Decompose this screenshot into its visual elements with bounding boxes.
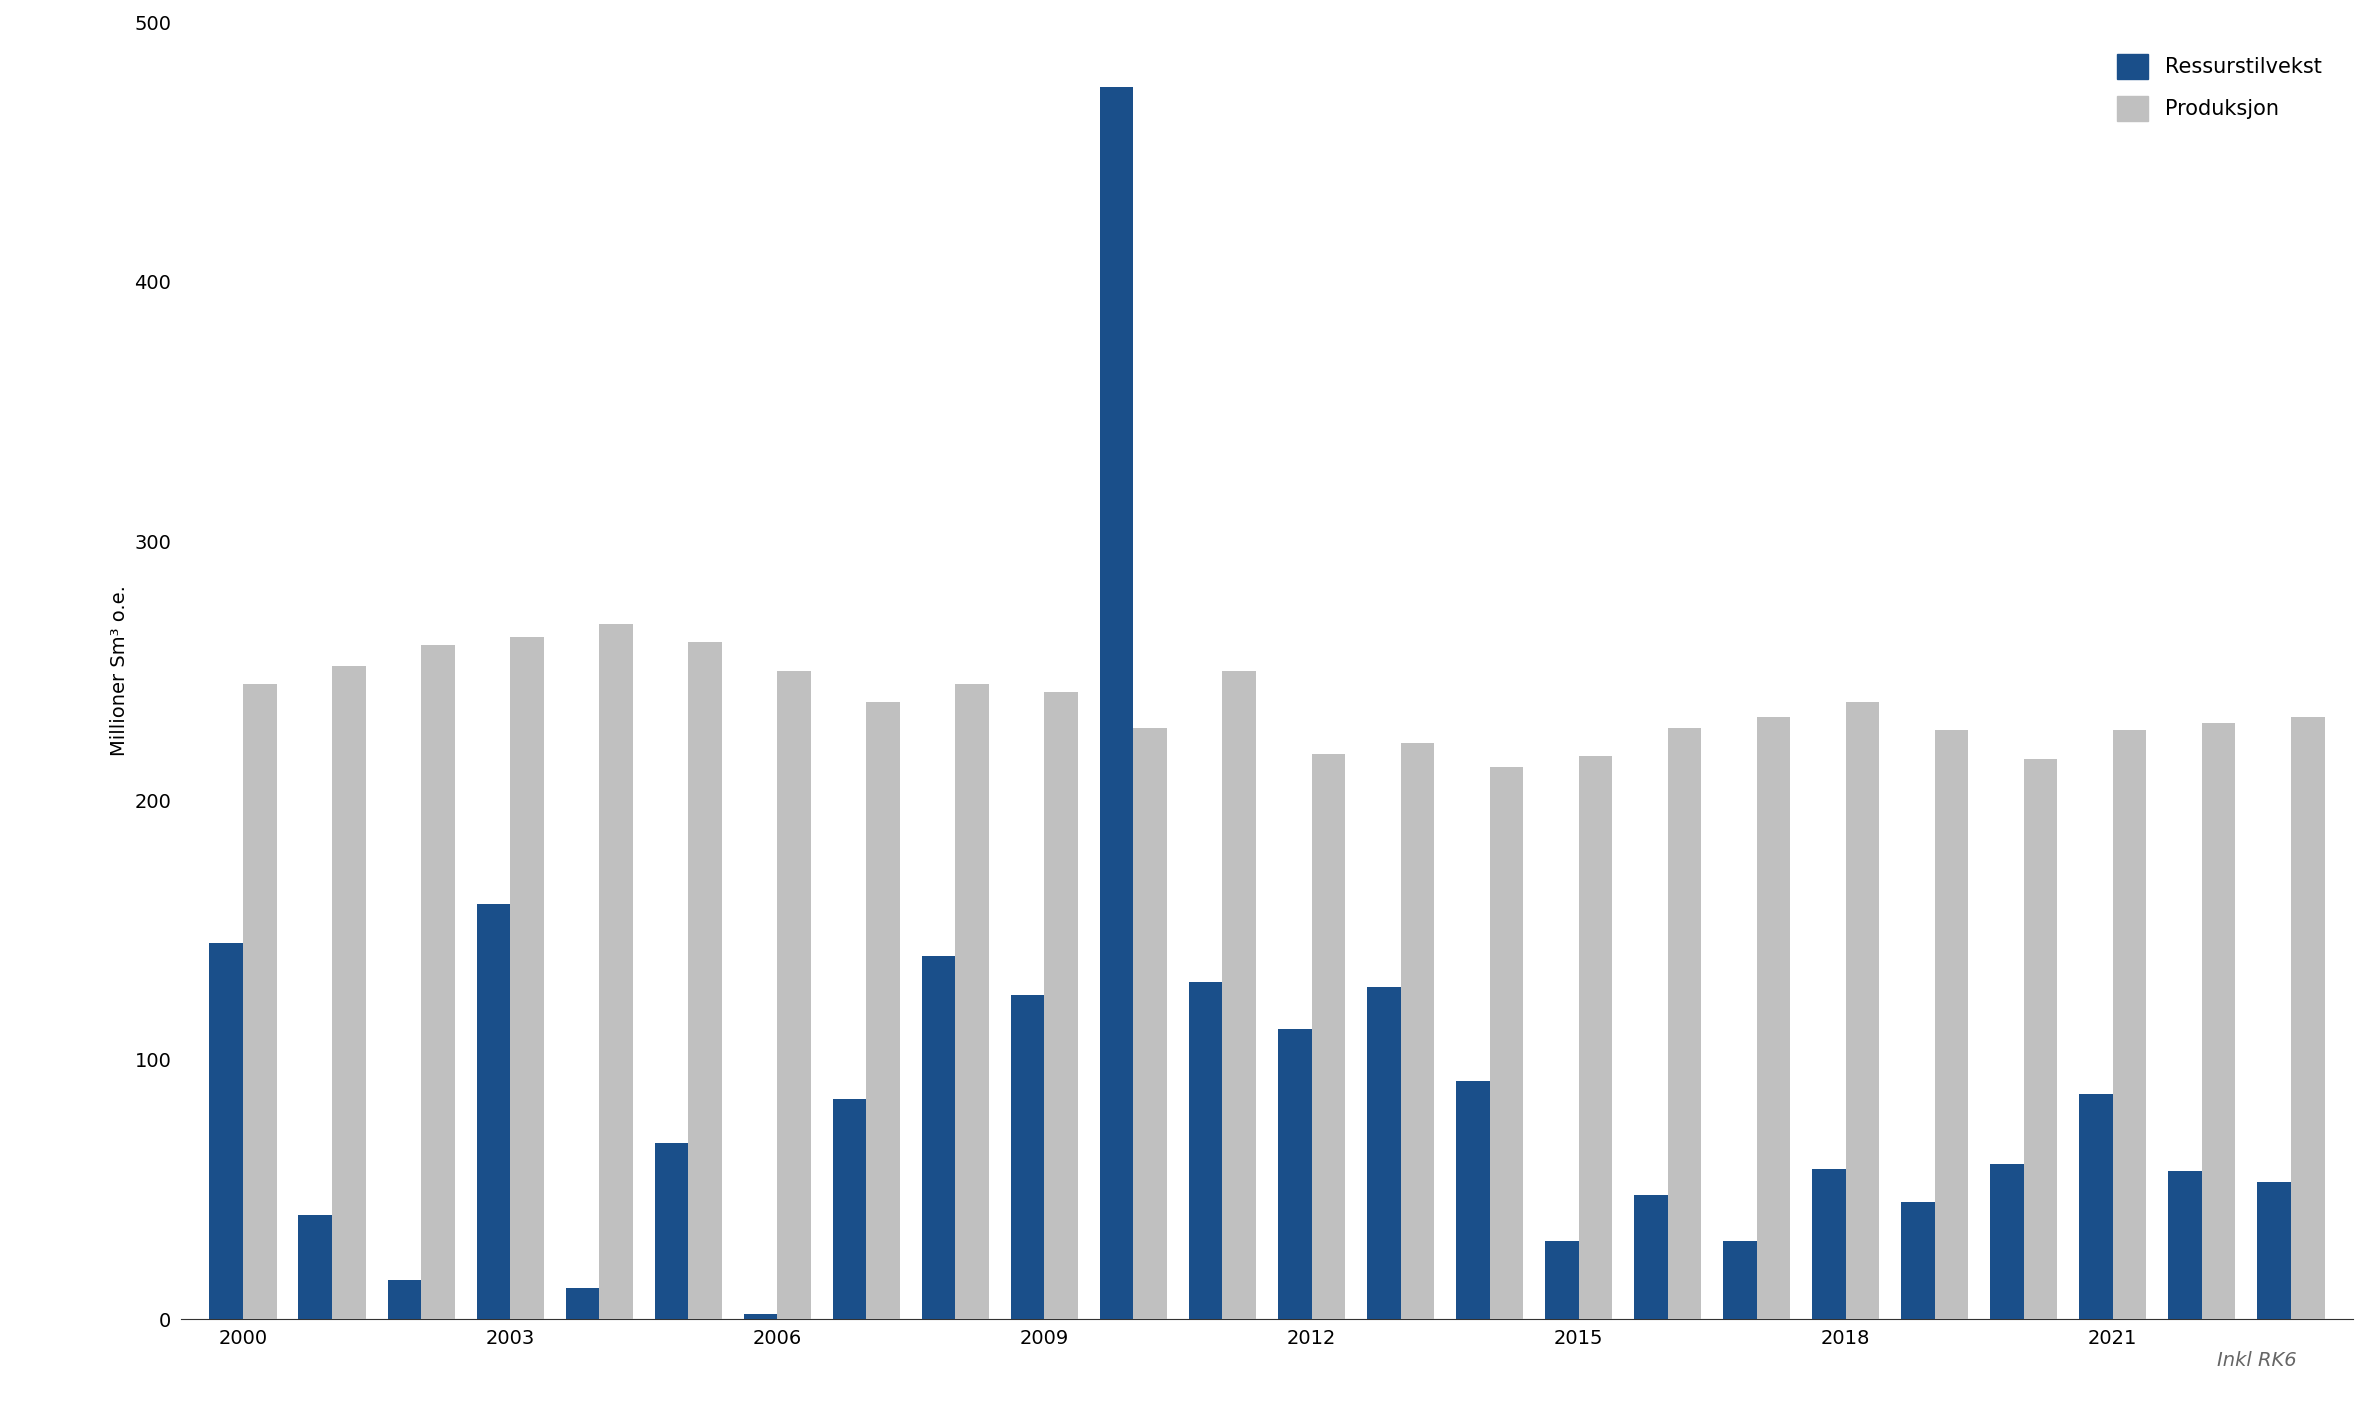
Bar — [867, 702, 900, 1319]
Bar — [1279, 1028, 1312, 1319]
Bar — [1399, 743, 1435, 1319]
Bar — [599, 624, 632, 1319]
Bar — [1902, 1203, 1935, 1319]
Bar — [2079, 1093, 2112, 1319]
Bar — [1845, 702, 1880, 1319]
Bar — [244, 684, 277, 1319]
Bar — [1989, 1163, 2025, 1319]
Bar — [1667, 728, 1700, 1319]
Bar — [1544, 1242, 1579, 1319]
Bar — [566, 1288, 599, 1319]
Bar — [1757, 718, 1790, 1319]
Bar — [1366, 988, 1399, 1319]
Bar — [1935, 731, 1968, 1319]
Bar — [954, 684, 990, 1319]
Bar — [2290, 718, 2325, 1319]
Bar — [1634, 1194, 1667, 1319]
Bar — [1724, 1242, 1757, 1319]
Bar — [1134, 728, 1167, 1319]
Bar — [744, 1314, 777, 1319]
Bar — [1312, 754, 1345, 1319]
Bar — [2257, 1182, 2290, 1319]
Bar — [777, 670, 812, 1319]
Y-axis label: Millioner Sm³ o.e.: Millioner Sm³ o.e. — [109, 586, 128, 756]
Bar — [332, 666, 367, 1319]
Bar — [388, 1280, 422, 1319]
Bar — [298, 1215, 332, 1319]
Bar — [1099, 87, 1134, 1319]
Legend: Ressurstilvekst, Produksjon: Ressurstilvekst, Produksjon — [2096, 32, 2342, 142]
Bar — [1812, 1169, 1845, 1319]
Bar — [1579, 756, 1613, 1319]
Bar — [2025, 759, 2058, 1319]
Bar — [1222, 670, 1257, 1319]
Bar — [511, 636, 545, 1319]
Bar — [208, 943, 244, 1319]
Bar — [2112, 731, 2145, 1319]
Bar — [834, 1099, 867, 1319]
Bar — [921, 955, 954, 1319]
Bar — [1044, 691, 1077, 1319]
Text: Inkl RK6: Inkl RK6 — [2216, 1350, 2297, 1370]
Bar — [2202, 722, 2235, 1319]
Bar — [1456, 1080, 1489, 1319]
Bar — [2167, 1172, 2202, 1319]
Bar — [476, 905, 511, 1319]
Bar — [1189, 982, 1222, 1319]
Bar — [689, 642, 722, 1319]
Bar — [422, 645, 455, 1319]
Bar — [1489, 767, 1523, 1319]
Bar — [1011, 995, 1044, 1319]
Bar — [654, 1142, 689, 1319]
